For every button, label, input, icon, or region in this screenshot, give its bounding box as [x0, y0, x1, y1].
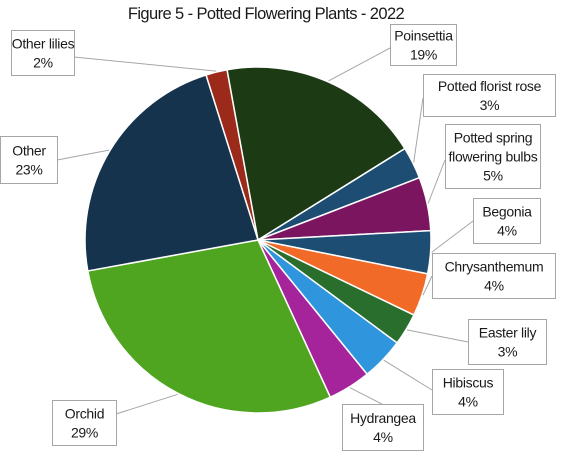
label-box: [473, 198, 541, 244]
slice-label: Poinsettia 19%: [390, 24, 457, 66]
slice-value-label: 2%: [33, 55, 53, 71]
slice-category-label: flowering bulbs: [449, 149, 538, 165]
pie-slice-orchid: [86, 239, 332, 414]
leader-line: [115, 393, 178, 415]
slice-category-label: Easter lily: [479, 325, 537, 341]
slice-label: Hibiscus 4%: [432, 369, 504, 415]
slice-category-label: Other lilies: [12, 36, 75, 52]
leader-line: [422, 275, 433, 296]
label-box: [445, 124, 541, 189]
label-box: [423, 74, 556, 117]
label-box: [342, 404, 424, 451]
slice-category-label: Potted spring: [454, 130, 533, 146]
chart-title: Figure 5 - Potted Flowering Plants - 202…: [128, 5, 405, 23]
slice-value-label: 23%: [15, 162, 42, 178]
pie-slice-other: [84, 74, 259, 272]
slice-label: Potted spring flowering bulbs 5%: [445, 124, 541, 189]
slice-value-label: 3%: [498, 344, 518, 360]
slice-label: Other lilies 2%: [11, 30, 75, 76]
slice-category-label: Potted florist rose: [438, 78, 542, 94]
leader-line: [349, 387, 383, 405]
leader-line: [328, 47, 391, 82]
slice-category-label: Orchid: [65, 406, 104, 422]
slice-label: Hydrangea 4%: [342, 404, 424, 451]
label-box: [11, 30, 75, 76]
slice-label: Easter lily 3%: [468, 319, 547, 365]
leader-line: [383, 359, 433, 391]
label-box: [0, 136, 58, 184]
pie-slice-poinsettia: [226, 66, 406, 242]
slice-category-label: Other: [12, 143, 46, 159]
slice-value-label: 4%: [497, 223, 517, 239]
slice-label: Potted florist rose 3%: [423, 74, 556, 117]
slice-category-label: Hibiscus: [443, 375, 494, 391]
leader-line: [427, 159, 446, 204]
label-box: [390, 24, 457, 66]
slice-category-label: Poinsettia: [394, 28, 453, 44]
slice-value-label: 4%: [458, 394, 478, 410]
leader-line: [413, 97, 424, 163]
leader-line: [73, 56, 217, 72]
slice-value-label: 4%: [373, 429, 393, 445]
label-box: [432, 369, 504, 415]
leader-line: [431, 220, 474, 253]
pie-slices: [84, 66, 432, 414]
leader-line: [56, 149, 110, 161]
slice-category-label: Begonia: [482, 204, 532, 220]
leader-line: [406, 329, 469, 343]
slice-label: Chrysanthemum 4%: [432, 253, 556, 299]
slice-label: Other 23%: [0, 136, 58, 184]
label-box: [432, 253, 556, 299]
slice-category-label: Chrysanthemum: [445, 259, 544, 275]
label-box: [52, 400, 117, 446]
slice-value-label: 4%: [484, 278, 504, 294]
slice-label: Orchid 29%: [52, 400, 117, 446]
leader-lines: [56, 47, 474, 415]
slice-value-label: 29%: [71, 425, 98, 441]
slice-label: Begonia 4%: [473, 198, 541, 244]
slice-value-label: 19%: [410, 47, 437, 63]
slice-value-label: 3%: [480, 97, 500, 113]
label-box: [468, 319, 547, 365]
slice-category-label: Hydrangea: [350, 410, 416, 426]
slice-value-label: 5%: [483, 168, 503, 184]
